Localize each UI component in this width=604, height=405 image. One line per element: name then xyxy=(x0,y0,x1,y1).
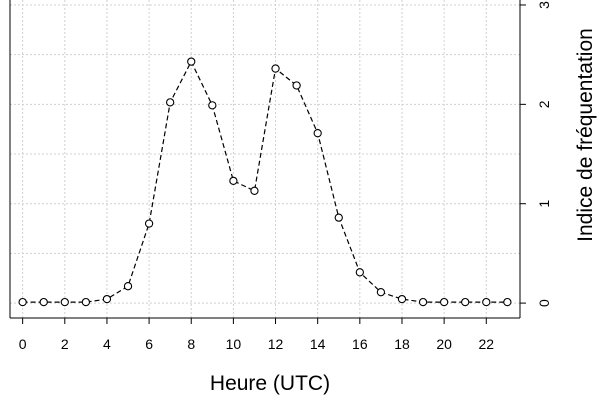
data-point xyxy=(60,297,69,307)
y-tick-label: 3 xyxy=(536,1,552,9)
data-point xyxy=(144,219,154,228)
x-tick-label: 22 xyxy=(478,336,494,352)
data-point xyxy=(418,297,428,307)
x-axis-title: Heure (UTC) xyxy=(210,372,330,395)
data-point xyxy=(102,294,112,304)
data-point xyxy=(166,98,175,107)
x-tick-label: 2 xyxy=(61,336,69,352)
data-point xyxy=(123,282,133,291)
data-point xyxy=(334,213,343,222)
data-point xyxy=(503,297,512,307)
data-point xyxy=(229,176,238,186)
series-layer xyxy=(18,57,512,307)
y-axis-title: Indice de fréquentation xyxy=(574,28,597,242)
data-point xyxy=(81,297,91,307)
data-point xyxy=(250,186,259,195)
data-point xyxy=(39,297,48,307)
data-point xyxy=(397,294,407,304)
y-tick-label: 2 xyxy=(536,100,552,108)
x-tick-label: 0 xyxy=(19,336,27,352)
y-tick-label: 0 xyxy=(536,299,552,307)
series-line xyxy=(22,60,508,303)
data-point xyxy=(439,297,449,307)
data-point xyxy=(461,297,470,307)
data-point xyxy=(376,288,386,297)
x-tick-label: 8 xyxy=(187,336,195,352)
data-point xyxy=(355,268,364,277)
label-layer: Heure (UTC) Indice de fréquentation xyxy=(210,28,597,395)
x-tick-label: 18 xyxy=(394,336,410,352)
data-point xyxy=(313,129,322,138)
x-tick-label: 10 xyxy=(226,336,242,352)
data-point xyxy=(482,297,491,307)
data-point xyxy=(187,57,196,66)
x-tick-label: 14 xyxy=(310,336,326,352)
x-tick-label: 4 xyxy=(103,336,111,352)
data-point xyxy=(271,64,280,73)
data-point xyxy=(18,297,27,307)
y-tick-label: 1 xyxy=(536,200,552,208)
x-tick-label: 20 xyxy=(436,336,452,352)
x-tick-label: 16 xyxy=(352,336,368,352)
grid-layer xyxy=(10,0,520,318)
data-point xyxy=(208,101,217,110)
data-point xyxy=(292,81,301,90)
x-tick-label: 6 xyxy=(145,336,153,352)
x-tick-label: 12 xyxy=(268,336,284,352)
